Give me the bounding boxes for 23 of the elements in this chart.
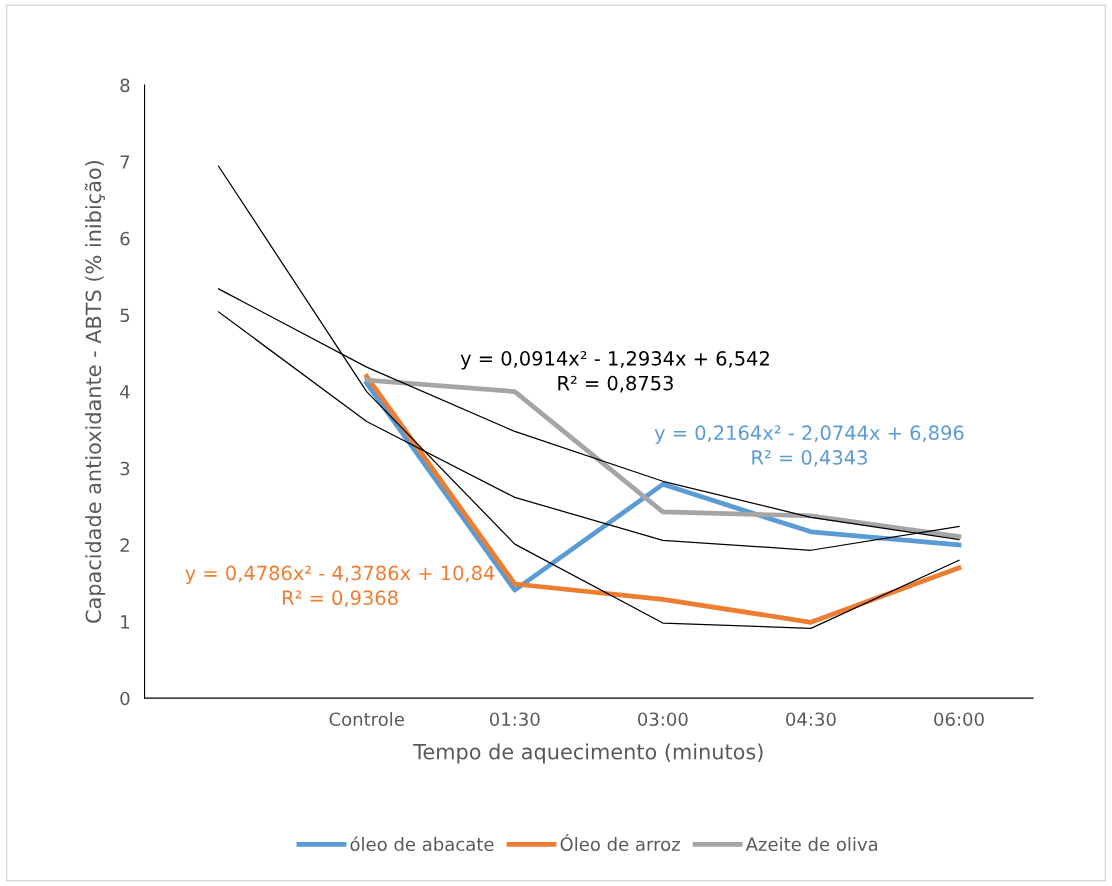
y-tick-label: 8	[120, 78, 130, 93]
x-tick-label: 01:30	[489, 712, 540, 727]
y-tick-label: 1	[121, 615, 129, 629]
y-tick-label: 4	[120, 385, 130, 399]
y-tick-label: 0	[120, 691, 130, 706]
x-tick-label: Controle	[329, 712, 404, 727]
legend-label: Óleo de arroz	[560, 834, 680, 852]
x-tick-label: 03:00	[638, 712, 688, 727]
y-tick-label: 6	[120, 231, 130, 246]
y-tick-label: 7	[120, 155, 130, 169]
annotation: y = 0,0914x² - 1,2934x + 6,542 R² = 0,8753	[460, 351, 769, 393]
x-tick-label: 06:00	[934, 712, 984, 727]
annotation: y = 0,4786x² - 4,3786x + 10,84 R² = 0,9368	[185, 565, 495, 608]
y-axis-title: Capacidade antioxidante - ABTS (% inibição)	[84, 160, 106, 623]
annotation: y = 0,2164x² - 2,0744x + 6,896 R² = 0,4343	[654, 425, 964, 467]
y-tick-label: 3	[120, 461, 130, 476]
x-axis-title: Tempo de aquecimento (minutos)	[413, 743, 763, 764]
y-tick-label: 5	[120, 308, 130, 323]
legend-label: Azeite de oliva	[745, 837, 878, 852]
line-series	[364, 377, 962, 539]
legend-label: óleo de abacate	[350, 836, 494, 852]
y-tick-label: 2	[120, 538, 129, 552]
x-tick-label: 04:30	[786, 712, 836, 727]
